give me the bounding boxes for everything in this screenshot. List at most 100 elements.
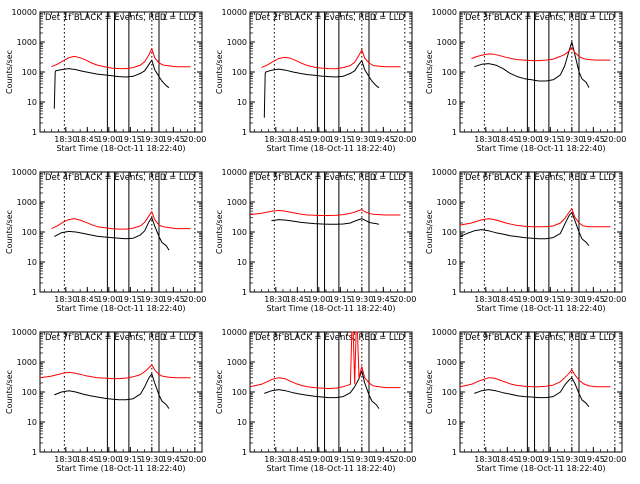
y-tick-label: 10 [447, 418, 457, 427]
x-tick-label: 20:00 [183, 455, 206, 464]
x-tick-label: 18:45 [286, 295, 309, 304]
y-tick-label: 10000 [222, 168, 247, 177]
series-line-events [54, 217, 170, 251]
y-tick-label: 100 [232, 68, 247, 77]
x-tick-label: 19:45 [582, 135, 605, 144]
y-axis-label: Counts/sec [5, 210, 14, 254]
y-tick-label: 10 [27, 418, 37, 427]
x-tick-label: 18:45 [496, 295, 519, 304]
x-tick-label: 19:15 [329, 455, 352, 464]
series-line-events [474, 41, 590, 88]
x-tick-label: 19:15 [329, 135, 352, 144]
marker-label: L [163, 333, 168, 342]
y-tick-label: 1 [242, 448, 247, 457]
y-tick-label: 100 [232, 388, 247, 397]
x-tick-label: 19:00 [307, 295, 330, 304]
x-tick-label: 19:00 [307, 135, 330, 144]
x-tick-label: 19:15 [539, 295, 562, 304]
series-line-lld [459, 369, 611, 388]
series-line-events [53, 59, 170, 109]
x-tick-label: 19:00 [97, 295, 120, 304]
x-tick-label: 18:30 [264, 295, 287, 304]
x-tick-label: 18:45 [76, 295, 99, 304]
y-tick-label: 1000 [227, 38, 247, 47]
x-axis-label: Start Time (18-Oct-11 18:22:40) [476, 144, 605, 153]
x-axis-label: Start Time (18-Oct-11 18:22:40) [266, 304, 395, 313]
x-tick-label: 19:00 [517, 455, 540, 464]
x-tick-label: 18:30 [264, 455, 287, 464]
y-tick-label: 1000 [437, 358, 457, 367]
y-tick-label: 100 [22, 228, 37, 237]
y-tick-label: 1 [452, 448, 457, 457]
series-line-lld [249, 209, 401, 216]
y-tick-label: 1 [452, 128, 457, 137]
x-tick-label: 18:45 [496, 455, 519, 464]
x-tick-label: 18:30 [474, 135, 497, 144]
x-axis-label: Start Time (18-Oct-11 18:22:40) [476, 304, 605, 313]
y-tick-label: 10000 [432, 8, 457, 17]
series-line-lld [51, 211, 191, 230]
y-tick-label: 1000 [227, 358, 247, 367]
series-line-events [459, 211, 590, 247]
panel-title: Det 9f BLACK = Events, RED = LLD [465, 333, 615, 343]
x-tick-label: 18:30 [474, 295, 497, 304]
x-axis-label: Start Time (18-Oct-11 18:22:40) [266, 144, 395, 153]
x-tick-label: 18:30 [54, 455, 77, 464]
y-tick-label: 1000 [17, 358, 37, 367]
y-tick-label: 100 [232, 228, 247, 237]
y-tick-label: 1 [32, 448, 37, 457]
y-tick-label: 1000 [17, 198, 37, 207]
x-tick-label: 18:30 [264, 135, 287, 144]
x-tick-label: 20:00 [393, 455, 416, 464]
x-tick-label: 20:00 [183, 135, 206, 144]
x-tick-label: 19:30 [560, 455, 583, 464]
y-tick-label: 1 [242, 288, 247, 297]
x-tick-label: 19:15 [539, 135, 562, 144]
marker-label: L [373, 13, 378, 22]
marker-label: L [583, 333, 588, 342]
x-tick-label: 19:30 [350, 455, 373, 464]
y-tick-label: 100 [22, 68, 37, 77]
x-tick-label: 19:00 [517, 295, 540, 304]
x-tick-label: 19:30 [560, 135, 583, 144]
y-tick-label: 1 [452, 288, 457, 297]
y-tick-label: 10 [27, 258, 37, 267]
series-line-events [263, 60, 380, 118]
y-axis-label: Counts/sec [425, 50, 434, 94]
x-tick-label: 19:45 [582, 295, 605, 304]
y-tick-label: 100 [442, 68, 457, 77]
marker-label: L [583, 13, 588, 22]
series-line-lld [39, 364, 191, 380]
y-tick-label: 10 [27, 98, 37, 107]
series-line-events [474, 377, 590, 408]
y-tick-label: 10 [447, 258, 457, 267]
marker-label: L [163, 13, 168, 22]
y-axis-label: Counts/sec [215, 370, 224, 414]
x-tick-label: 19:45 [582, 455, 605, 464]
x-tick-label: 19:30 [350, 295, 373, 304]
y-axis-label: Counts/sec [425, 210, 434, 254]
x-tick-label: 19:30 [140, 455, 163, 464]
x-tick-label: 19:45 [162, 295, 185, 304]
series-line-lld [249, 331, 401, 390]
x-tick-label: 19:15 [539, 455, 562, 464]
series-line-lld [471, 47, 611, 62]
x-tick-label: 20:00 [183, 295, 206, 304]
series-line-events [264, 370, 380, 409]
x-tick-label: 19:45 [372, 455, 395, 464]
x-tick-label: 19:30 [140, 295, 163, 304]
x-tick-label: 18:30 [54, 135, 77, 144]
panel-title: Det 3f BLACK = Events, RED = LLD [465, 13, 615, 23]
y-tick-label: 10000 [432, 168, 457, 177]
x-tick-label: 18:45 [76, 135, 99, 144]
y-tick-label: 1000 [437, 38, 457, 47]
x-tick-label: 18:30 [474, 455, 497, 464]
x-tick-label: 19:30 [140, 135, 163, 144]
